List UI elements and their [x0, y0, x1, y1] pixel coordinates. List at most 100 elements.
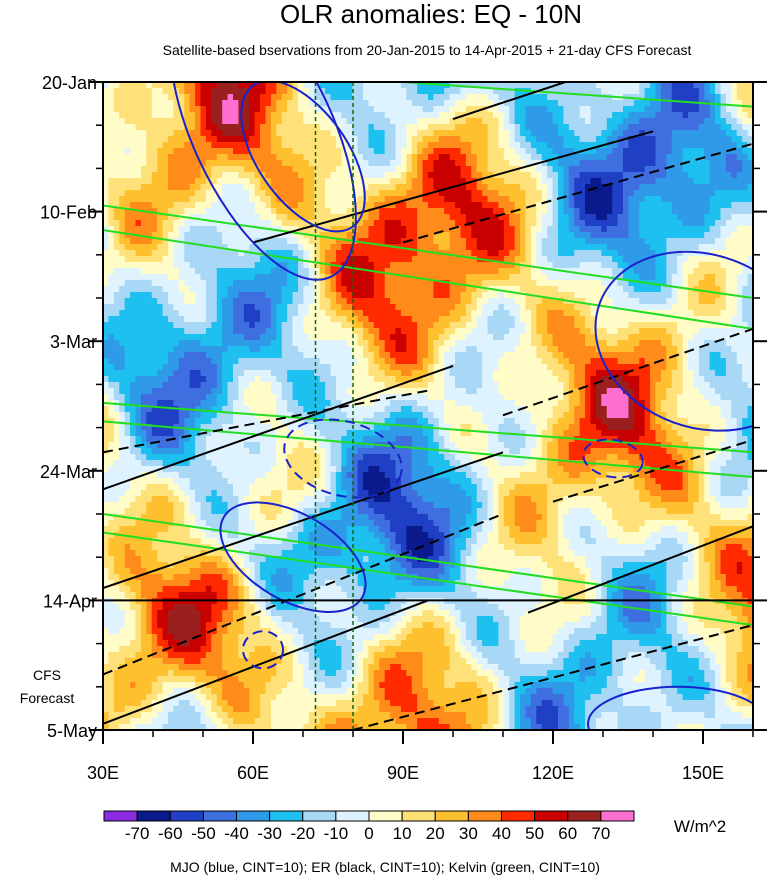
heat-cell: [346, 136, 353, 143]
heat-cell: [509, 112, 516, 119]
heat-cell: [715, 190, 722, 197]
heat-cell: [330, 220, 337, 227]
heat-cell: [151, 160, 158, 167]
heat-cell: [606, 268, 613, 275]
heat-cell: [579, 94, 586, 101]
heat-cell: [606, 208, 613, 215]
heat-cell: [151, 328, 158, 335]
heat-cell: [633, 214, 640, 221]
heat-cell: [113, 286, 120, 293]
heat-cell: [254, 316, 261, 323]
heat-cell: [249, 214, 256, 221]
heat-cell: [444, 268, 451, 275]
heat-cell: [130, 268, 137, 275]
heat-cell: [341, 256, 348, 263]
heat-cell: [151, 166, 158, 173]
heat-cell: [444, 136, 451, 143]
heat-cell: [498, 172, 505, 179]
heat-cell: [400, 232, 407, 239]
heat-cell: [460, 274, 467, 281]
heat-cell: [536, 316, 543, 323]
heat-cell: [238, 286, 245, 293]
heat-cell: [704, 142, 711, 149]
heat-cell: [352, 88, 359, 95]
heat-cell: [525, 148, 532, 155]
heat-cell: [558, 262, 565, 269]
heat-cell: [308, 316, 315, 323]
heat-cell: [520, 142, 527, 149]
heat-cell: [725, 250, 732, 257]
heat-cell: [417, 166, 424, 173]
heat-cell: [287, 274, 294, 281]
heat-cell: [585, 118, 592, 125]
heat-cell: [736, 166, 743, 173]
heat-cell: [742, 226, 749, 233]
heat-cell: [422, 310, 429, 317]
heat-cell: [525, 136, 532, 143]
heat-cell: [455, 226, 462, 233]
heat-cell: [352, 160, 359, 167]
heat-cell: [585, 178, 592, 185]
heat-cell: [346, 202, 353, 209]
heat-cell: [460, 88, 467, 95]
heat-cell: [270, 178, 277, 185]
heat-cell: [455, 328, 462, 335]
heat-cell: [124, 232, 131, 239]
heat-cell: [314, 214, 321, 221]
heat-cell: [390, 292, 397, 299]
heat-cell: [330, 184, 337, 191]
heat-cell: [487, 142, 494, 149]
heat-cell: [465, 184, 472, 191]
heat-cell: [205, 322, 212, 329]
heat-cell: [633, 298, 640, 305]
heat-cell: [688, 268, 695, 275]
heat-cell: [292, 280, 299, 287]
heat-cell: [742, 82, 749, 89]
heat-cell: [363, 166, 370, 173]
heat-cell: [395, 226, 402, 233]
heat-cell: [373, 322, 380, 329]
heat-cell: [124, 310, 131, 317]
heat-cell: [379, 94, 386, 101]
heat-cell: [693, 172, 700, 179]
heat-cell: [146, 316, 153, 323]
heat-cell: [736, 316, 743, 323]
heat-cell: [574, 106, 581, 113]
heat-cell: [444, 286, 451, 293]
heat-cell: [639, 136, 646, 143]
heat-cell: [465, 256, 472, 263]
heat-cell: [238, 304, 245, 311]
heat-cell: [276, 124, 283, 131]
heat-cell: [655, 274, 662, 281]
heat-cell: [384, 124, 391, 131]
heat-cell: [390, 310, 397, 317]
heat-cell: [233, 136, 240, 143]
heat-cell: [671, 202, 678, 209]
heat-cell: [476, 298, 483, 305]
heat-cell: [330, 82, 337, 89]
heat-cell: [363, 328, 370, 335]
heat-cell: [422, 124, 429, 131]
heat-cell: [617, 280, 624, 287]
heat-cell: [308, 250, 315, 257]
heat-cell: [612, 262, 619, 269]
heat-cell: [682, 268, 689, 275]
heat-cell: [449, 292, 456, 299]
heat-cell: [633, 292, 640, 299]
heat-cell: [238, 94, 245, 101]
heat-cell: [368, 238, 375, 245]
heat-cell: [666, 298, 673, 305]
heat-cell: [633, 256, 640, 263]
heat-cell: [471, 250, 478, 257]
heat-cell: [509, 268, 516, 275]
heat-cell: [606, 280, 613, 287]
heat-cell: [146, 220, 153, 227]
heat-cell: [227, 328, 234, 335]
heat-cell: [660, 232, 667, 239]
heat-cell: [709, 274, 716, 281]
heat-cell: [725, 220, 732, 227]
heat-cell: [482, 88, 489, 95]
heat-cell: [281, 316, 288, 323]
heat-cell: [433, 94, 440, 101]
heat-cell: [606, 298, 613, 305]
